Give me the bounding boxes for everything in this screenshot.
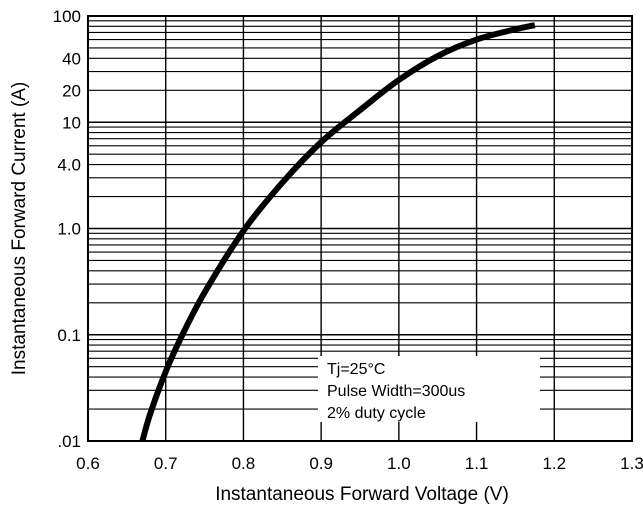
y-tick-label: .01 xyxy=(57,432,81,451)
y-tick-label: 40 xyxy=(62,49,81,68)
x-tick-label: 1.0 xyxy=(387,454,411,473)
x-axis-ticks: 0.6 0.7 0.8 0.9 1.0 1.1 1.2 1.3 xyxy=(76,454,643,473)
x-tick-label: 1.3 xyxy=(620,454,643,473)
curve-layer xyxy=(139,22,536,442)
y-tick-label: 20 xyxy=(62,81,81,100)
plot-frame xyxy=(87,15,633,442)
y-axis-title: Instantaneous Forward Current (A) xyxy=(9,82,30,376)
annotation-duty-cycle: 2% duty cycle xyxy=(327,405,426,422)
forward-current-curve xyxy=(139,22,536,442)
x-tick-label: 0.6 xyxy=(76,454,100,473)
y-tick-label: 4.0 xyxy=(57,156,81,175)
annotation-pulse-width: Pulse Width=300us xyxy=(327,383,465,400)
y-axis-ticks: 100 40 20 10 4.0 1.0 0.1 .01 xyxy=(53,7,81,451)
y-tick-label: 10 xyxy=(62,113,81,132)
x-tick-label: 0.9 xyxy=(309,454,333,473)
x-tick-label: 0.7 xyxy=(154,454,178,473)
x-tick-label: 0.8 xyxy=(232,454,256,473)
y-tick-label: 100 xyxy=(53,7,81,26)
annotation-background xyxy=(318,356,540,422)
annotation-box: Tj=25°C Pulse Width=300us 2% duty cycle xyxy=(318,356,540,422)
x-axis-title: Instantaneous Forward Voltage (V) xyxy=(215,484,509,505)
annotation-temperature: Tj=25°C xyxy=(327,361,385,378)
x-tick-label: 1.2 xyxy=(542,454,566,473)
y-tick-label: 1.0 xyxy=(57,220,81,239)
x-tick-label: 1.1 xyxy=(465,454,489,473)
y-tick-label: 0.1 xyxy=(57,326,81,345)
